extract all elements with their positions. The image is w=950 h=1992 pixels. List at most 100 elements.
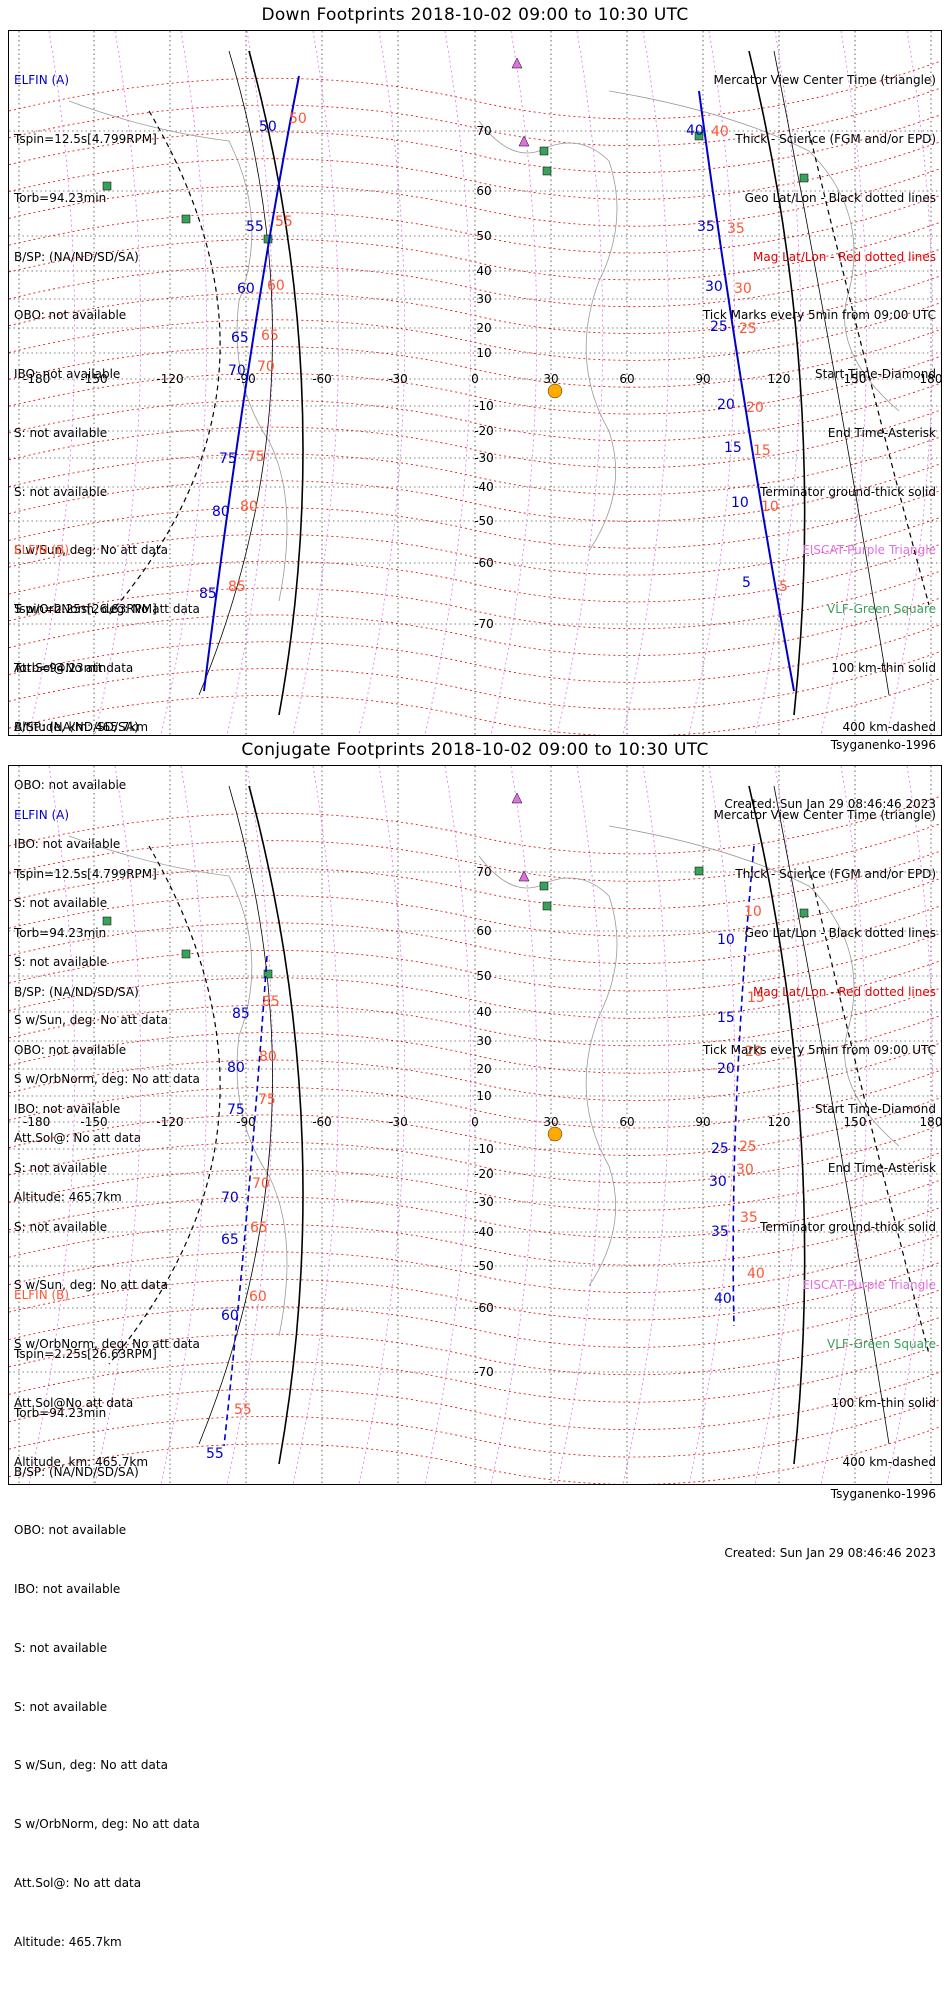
info-line: S w/Sun, deg: No att data [14, 543, 168, 558]
vlf-square [799, 173, 809, 183]
mag-lon-gridline [688, 766, 736, 1484]
lat-tick-label: 30 [476, 292, 491, 306]
elfin-a-info: ELFIN (A) Tspin=12.5s[4.799RPM] Torb=94.… [14, 767, 200, 1512]
map-canvas: -180 -150 -120 -90 -60 -30 0 30 60 90 120 150 180 70 6… [9, 766, 941, 1484]
lat-tick-label: 40 [476, 1005, 491, 1019]
mag-lon-gridline [820, 766, 868, 1484]
legend-item: Tick Marks every 5min from 09:00 UTC [702, 1043, 936, 1058]
lon-tick-label: 120 [768, 372, 791, 386]
lat-tick-label: -10 [474, 1142, 494, 1156]
info-line: IBO: not available [14, 1582, 121, 1597]
lon-tick-label: 150 [844, 1115, 867, 1129]
track-tick-label: 30 [709, 1174, 727, 1190]
coastline [478, 855, 618, 1287]
track-tick-label: 10 [744, 904, 762, 920]
eiscat-triangle [511, 57, 523, 69]
track-tick-label: 55 [246, 219, 264, 235]
mag-lon-gridline [28, 31, 76, 735]
track-tick-label: 10 [731, 495, 749, 511]
legend-item: Mag Lat/Lon - Red dotted lines [752, 984, 936, 999]
track-tick-label: 20 [717, 397, 735, 413]
legend-item: Thick - Science (FGM and/or EPD) [735, 866, 936, 881]
mag-lat-gridline [9, 543, 941, 603]
sun-icon [547, 1126, 563, 1142]
mag-lon-gridline [886, 766, 934, 1484]
track-tick-label: 10 [717, 932, 735, 948]
lon-tick-label: 90 [695, 372, 710, 386]
track-tick-label: 75 [219, 451, 237, 467]
mag-lat-gridline [9, 905, 941, 964]
mag-lon-gridline [490, 766, 538, 1484]
lon-tick-label: 120 [768, 1115, 791, 1129]
mag-lat-gridline [9, 328, 941, 388]
elfin-a-info: ELFIN (A) Tspin=12.5s[4.799RPM] Torb=94.… [14, 32, 200, 777]
track-tick-label: 80 [240, 499, 258, 515]
track-tick-label: 85 [199, 586, 217, 602]
mag-lat-gridline [9, 141, 941, 200]
mag-lat-gridline [9, 87, 941, 147]
info-line: Torb=94.23min [14, 660, 107, 675]
terminator-400km [108, 110, 221, 616]
lon-tick-label: 0 [471, 1115, 479, 1129]
mag-lon-gridline [28, 766, 76, 1484]
track-tick-label: 55 [234, 1402, 252, 1418]
mag-lon-gridline [424, 766, 472, 1484]
mag-lon-gridline [886, 31, 934, 735]
vlf-square [542, 901, 552, 911]
lon-tick-label: -60 [312, 372, 332, 386]
track-tick-label: 70 [257, 359, 275, 375]
track-tick-label: 75 [247, 449, 265, 465]
info-line: S w/Sun, deg: No att data [14, 1013, 168, 1028]
info-line: OBO: not available [14, 1523, 127, 1538]
legend-item: Terminator ground-thick solid [760, 484, 936, 499]
coastline [68, 835, 288, 1337]
terminator-ground [748, 785, 806, 1465]
coastline [478, 120, 618, 552]
legend-item: Mercator View Center Time (triangle) [713, 73, 936, 88]
mag-lat-gridline [9, 960, 941, 1019]
track-tick-label: 20 [717, 1061, 735, 1077]
track-tick-label: 40 [714, 1291, 732, 1307]
track-tick-label: 75 [227, 1102, 245, 1118]
lat-tick-label: 10 [476, 346, 491, 360]
info-line: B/SP: (NA/ND/SD/SA) [14, 984, 139, 999]
vlf-square [102, 181, 112, 191]
mag-lon-gridline [556, 766, 604, 1484]
mag-lon-gridline [292, 766, 340, 1484]
info-line: S: not available [14, 484, 108, 499]
legend-item: Start Time-Diamond [814, 367, 936, 382]
info-line: Tspin=12.5s[4.799RPM] [14, 866, 157, 881]
lon-tick-label: 150 [844, 372, 867, 386]
track-tick-label: 80 [227, 1060, 245, 1076]
info-line: IBO: not available [14, 367, 121, 382]
lon-tick-label: 60 [619, 1115, 634, 1129]
vlf-square [102, 916, 112, 926]
mag-lat-gridline [9, 1014, 941, 1074]
elfin-b-info: ELFIN (B) Tspin=2.25s[26.63RPM] Torb=94.… [14, 502, 200, 1247]
terminator-100km [773, 785, 890, 1445]
lat-tick-label: 30 [476, 1034, 491, 1048]
mag-lat-gridline [9, 489, 941, 549]
mag-lon-gridline [94, 31, 142, 735]
elfin-b-heading: ELFIN (B) [14, 1288, 70, 1303]
mag-lat-gridline [9, 1152, 941, 1211]
lon-tick-label: -180 [23, 372, 50, 386]
mag-lat-gridline [9, 1261, 941, 1321]
vlf-square [542, 166, 552, 176]
panel-title-down: Down Footprints 2018-10-02 09:00 to 10:3… [261, 5, 689, 25]
legend-item: VLF-Green Square [827, 1337, 936, 1352]
track-tick-label: 30 [736, 1162, 754, 1178]
lon-tick-label: -30 [388, 1115, 408, 1129]
mag-lat-gridline [9, 795, 941, 855]
created-timestamp: Created: Sun Jan 29 08:46:46 2023 [724, 1545, 936, 1560]
legend-item: Thick - Science (FGM and/or EPD) [735, 131, 936, 146]
lon-tick-label: 90 [695, 1115, 710, 1129]
track-tick-label: 85 [232, 1006, 250, 1022]
track-tick-label: 40 [686, 123, 704, 139]
legend-item: Geo Lat/Lon - Black dotted lines [744, 190, 936, 205]
lon-tick-label: -150 [80, 372, 107, 386]
mag-lat-gridline [9, 248, 941, 308]
mag-lat-gridline [9, 570, 941, 630]
mag-lat-gridline [9, 1343, 941, 1403]
legend-item: EISCAT-Purple Triangle [802, 1278, 936, 1293]
